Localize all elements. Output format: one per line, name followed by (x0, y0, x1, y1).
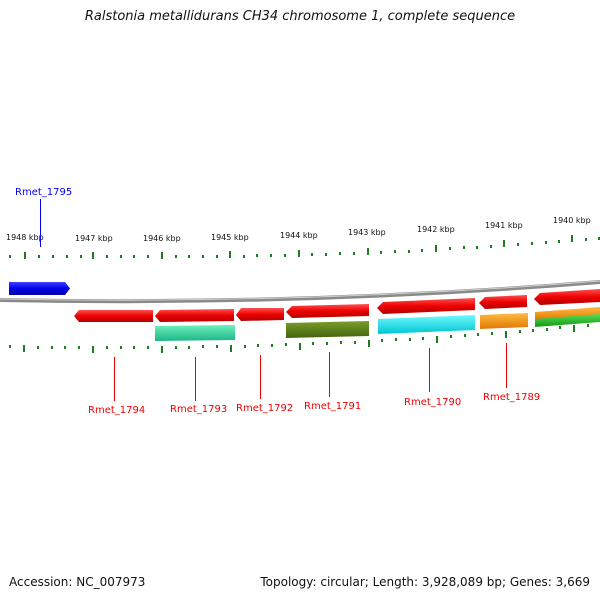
accession-text: Accession: NC_007973 (9, 575, 146, 589)
cog-bar-1793 (155, 325, 235, 341)
gene-rmet-1793[interactable] (155, 309, 234, 322)
cog-bar-1788b (535, 314, 600, 327)
ruler-label: 1947 kbp (75, 234, 113, 243)
ruler-label: 1946 kbp (143, 234, 181, 243)
gene-label-rmet-1792[interactable]: Rmet_1792 (236, 403, 293, 414)
ruler-ticks-bottom (9, 324, 589, 353)
gene-rmet-1794[interactable] (74, 310, 153, 322)
gene-rmet-1792[interactable] (236, 308, 284, 321)
gene-label-rmet-1789[interactable]: Rmet_1789 (483, 392, 540, 403)
topology-summary: Topology: circular; Length: 3,928,089 bp… (260, 575, 590, 589)
gene-rmet-1788[interactable] (534, 289, 600, 305)
ruler-label: 1944 kbp (280, 231, 318, 240)
gene-label-rmet-1794[interactable]: Rmet_1794 (88, 405, 145, 416)
ruler-label: 1940 kbp (553, 216, 591, 225)
gene-label-rmet-1790[interactable]: Rmet_1790 (404, 397, 461, 408)
ruler-label: 1941 kbp (485, 221, 523, 230)
gene-rmet-1795[interactable] (9, 282, 70, 295)
ruler-label: 1948 kbp (6, 233, 44, 242)
gene-label-rmet-1795[interactable]: Rmet_1795 (15, 187, 72, 198)
gene-rmet-1790[interactable] (377, 298, 475, 314)
genome-backbone (0, 280, 600, 304)
ruler-ticks-top (9, 235, 600, 259)
ruler-label: 1945 kbp (211, 233, 249, 242)
gene-label-rmet-1791[interactable]: Rmet_1791 (304, 401, 361, 412)
cog-bar-1791 (286, 321, 369, 338)
gene-label-rmet-1793[interactable]: Rmet_1793 (170, 404, 227, 415)
gene-rmet-1791[interactable] (286, 304, 369, 318)
cog-bar-1789 (480, 313, 528, 329)
gene-rmet-1789[interactable] (479, 295, 527, 309)
ruler-label: 1943 kbp (348, 228, 386, 237)
cog-bar-1788a (535, 307, 600, 320)
cog-bar-1790 (378, 315, 475, 334)
ruler-label: 1942 kbp (417, 225, 455, 234)
map-title: Ralstonia metallidurans CH34 chromosome … (84, 9, 516, 24)
